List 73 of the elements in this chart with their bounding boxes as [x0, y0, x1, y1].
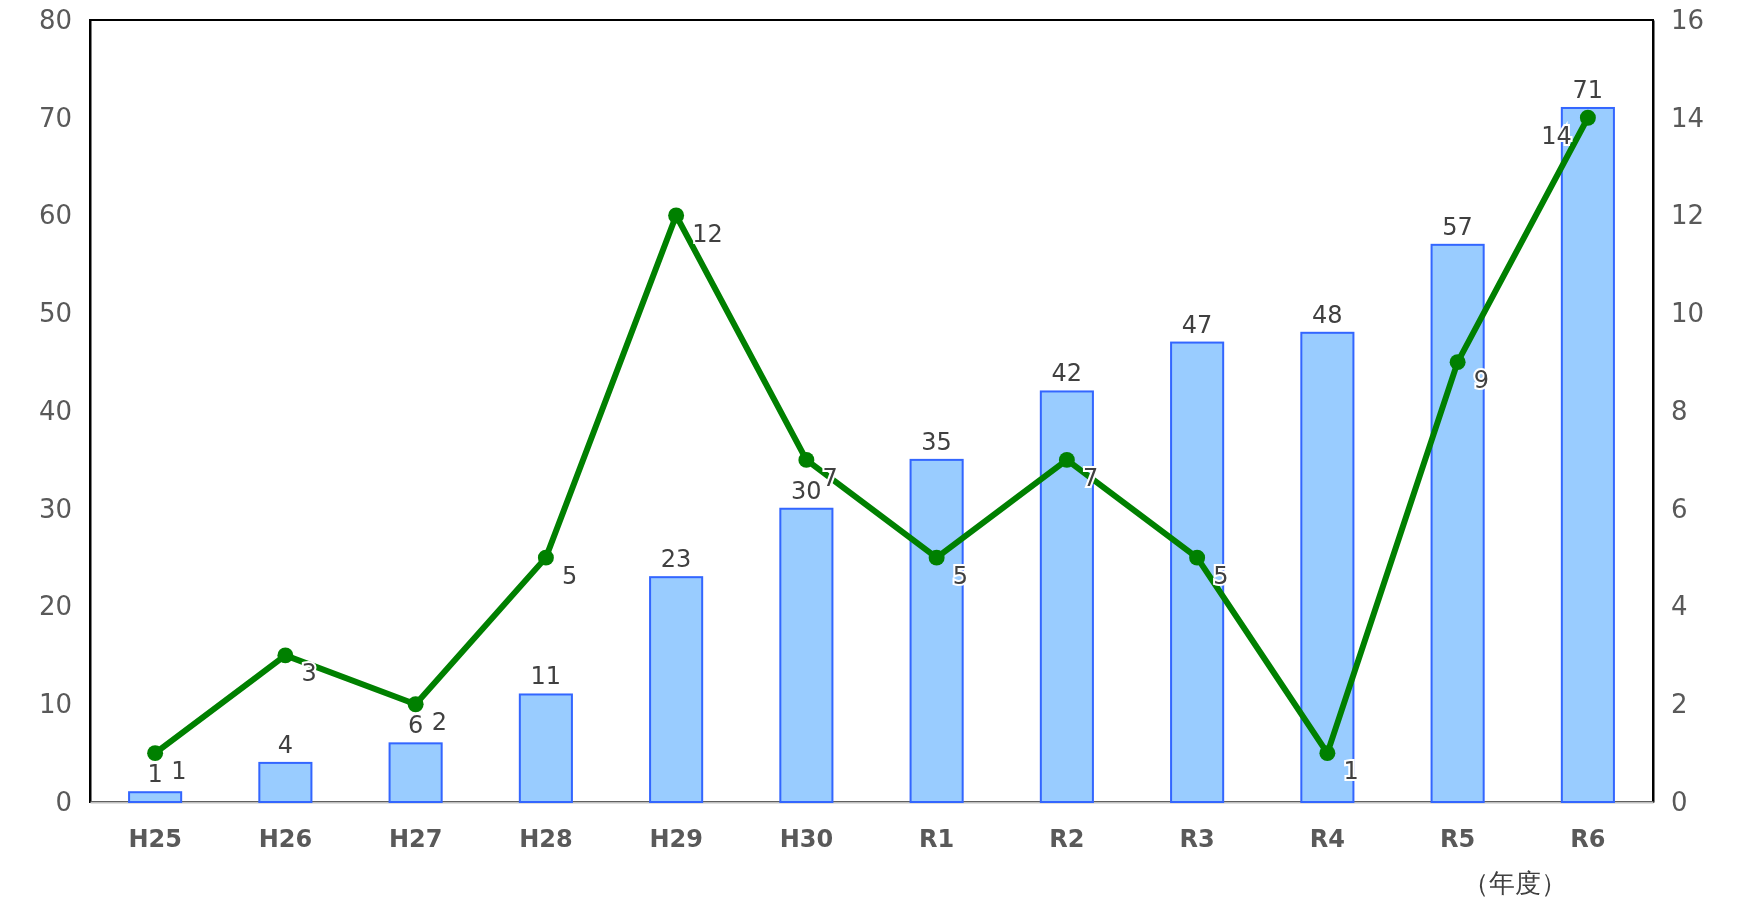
data-label: 11 — [530, 662, 562, 691]
x-tick-label: R4 — [1309, 825, 1345, 854]
data-label: 71 — [1572, 75, 1604, 104]
data-label: 2 — [431, 708, 447, 737]
x-tick-label: H30 — [779, 825, 834, 854]
y2-tick-label: 12 — [1671, 200, 1705, 231]
point — [1319, 745, 1336, 762]
bar — [518, 693, 573, 803]
point — [668, 207, 685, 224]
x-tick-label: R5 — [1440, 825, 1476, 854]
point — [147, 745, 164, 762]
data-label: 12 — [692, 219, 723, 248]
bar — [649, 576, 704, 803]
data-label: 48 — [1312, 300, 1343, 329]
bar — [258, 761, 313, 803]
y-tick-label: 80 — [38, 4, 72, 35]
point — [1449, 354, 1466, 371]
point — [537, 549, 554, 566]
data-label: 35 — [921, 427, 952, 456]
y-tick-label: 60 — [38, 200, 72, 231]
y2-tick-label: 10 — [1671, 298, 1705, 329]
data-label: 5 — [1213, 561, 1229, 590]
bar — [1300, 331, 1355, 803]
y-tick-label: 50 — [38, 298, 72, 329]
data-label: 30 — [791, 476, 822, 505]
y-tick-label: 30 — [38, 493, 72, 524]
data-label: 1 — [147, 760, 163, 789]
data-label: 9 — [1473, 366, 1489, 395]
bar — [1170, 341, 1225, 803]
bar — [779, 507, 834, 803]
x-tick-label: R2 — [1049, 825, 1085, 854]
data-label: 1 — [171, 757, 187, 786]
y-tick-label: 70 — [38, 102, 72, 133]
point — [1189, 549, 1206, 566]
data-label: 23 — [660, 545, 692, 574]
bar — [388, 742, 443, 803]
point — [1058, 451, 1075, 468]
y2-tick-label: 16 — [1671, 4, 1705, 35]
y-tick-label: 0 — [55, 786, 72, 817]
x-tick-label: R6 — [1570, 825, 1606, 854]
x-tick-label: H25 — [128, 825, 182, 854]
y2-tick-label: 4 — [1671, 591, 1688, 622]
y2-tick-label: 0 — [1671, 786, 1688, 817]
data-label: 5 — [561, 561, 578, 590]
data-label: 42 — [1051, 359, 1083, 388]
point — [277, 647, 294, 664]
data-label: 5 — [952, 561, 968, 590]
y2-tick-label: 6 — [1671, 493, 1688, 524]
point — [1579, 109, 1596, 126]
x-tick-label: R1 — [919, 825, 955, 854]
x-tick-label: H26 — [258, 825, 313, 854]
bar — [128, 791, 183, 803]
data-label: 47 — [1181, 310, 1213, 339]
y-tick-label: 20 — [38, 591, 72, 622]
x-tick-label: H28 — [519, 825, 573, 854]
x-tick-label: R3 — [1179, 825, 1215, 854]
data-label: 57 — [1442, 212, 1473, 241]
point — [928, 549, 945, 566]
data-label: 4 — [277, 730, 294, 759]
data-label: 3 — [301, 659, 317, 688]
data-label: 1 — [1343, 757, 1359, 786]
y2-tick-label: 2 — [1671, 689, 1688, 720]
y-tick-label: 10 — [38, 689, 72, 720]
data-label: 6 — [407, 711, 424, 740]
x-axis-title: （年度） — [1462, 868, 1567, 898]
y2-tick-label: 14 — [1671, 102, 1705, 133]
x-tick-label: H29 — [649, 825, 703, 854]
bar — [909, 458, 964, 803]
point — [407, 696, 424, 713]
x-tick-label: H27 — [388, 825, 443, 854]
point — [798, 451, 815, 468]
y-tick-label: 40 — [38, 395, 72, 426]
y2-tick-label: 8 — [1671, 395, 1688, 426]
